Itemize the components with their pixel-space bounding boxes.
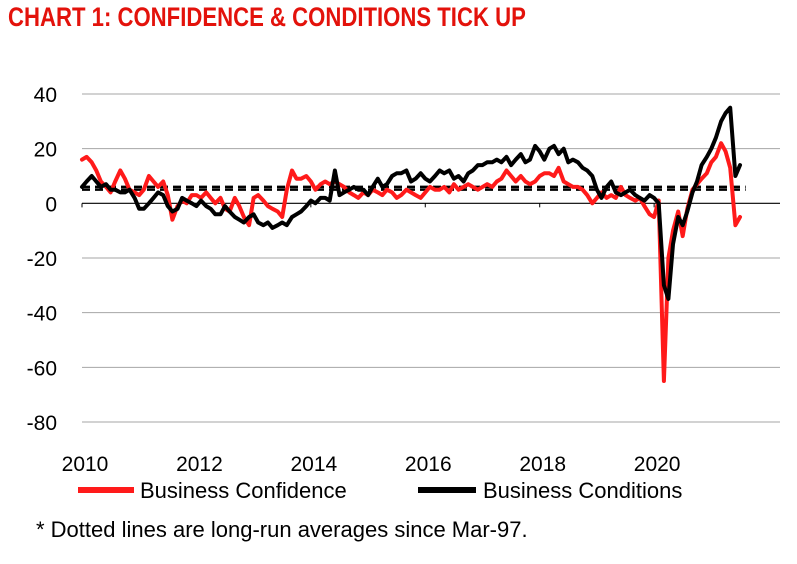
- series-line-business-conditions: [80, 105, 742, 301]
- legend-label-confidence: Business Confidence: [140, 478, 347, 503]
- legend: Business Confidence Business Conditions: [78, 478, 682, 503]
- y-tick-label-40: 40: [34, 84, 57, 107]
- series-line-business-confidence: [80, 141, 742, 383]
- y-tick-label--40: -40: [27, 303, 57, 326]
- x-tick-label-2010: 2010: [62, 453, 109, 476]
- y-tick-label--20: -20: [27, 248, 57, 271]
- chart-title: CHART 1: CONFIDENCE & CONDITIONS TICK UP: [8, 2, 526, 32]
- x-tick-label-2020: 2020: [634, 453, 681, 476]
- y-axis-tick-labels: 40 20 0 -20 -40 -60 -80: [27, 84, 57, 435]
- footnote: * Dotted lines are long-run averages sin…: [36, 517, 528, 542]
- x-tick-label-2016: 2016: [405, 453, 452, 476]
- series-lines: [80, 105, 742, 383]
- gridlines: [82, 93, 780, 423]
- x-tick-label-2014: 2014: [290, 453, 337, 476]
- y-tick-label--80: -80: [27, 412, 57, 435]
- long-run-average-lines: [82, 185, 746, 191]
- x-axis-tick-labels: 2010 2012 2014 2016 2018 2020: [62, 203, 681, 476]
- y-tick-label--60: -60: [27, 357, 57, 380]
- y-tick-label-20: 20: [34, 139, 57, 162]
- x-tick-label-2018: 2018: [519, 453, 566, 476]
- y-tick-label-0: 0: [45, 193, 57, 216]
- x-tick-label-2012: 2012: [176, 453, 223, 476]
- legend-label-conditions: Business Conditions: [483, 478, 682, 503]
